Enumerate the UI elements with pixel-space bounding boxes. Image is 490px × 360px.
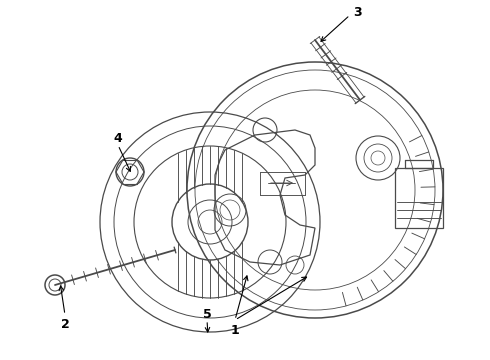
- Text: 3: 3: [354, 5, 362, 18]
- Text: 1: 1: [231, 324, 240, 337]
- Text: 5: 5: [203, 309, 211, 321]
- Text: 4: 4: [114, 131, 122, 144]
- Text: 2: 2: [61, 319, 70, 332]
